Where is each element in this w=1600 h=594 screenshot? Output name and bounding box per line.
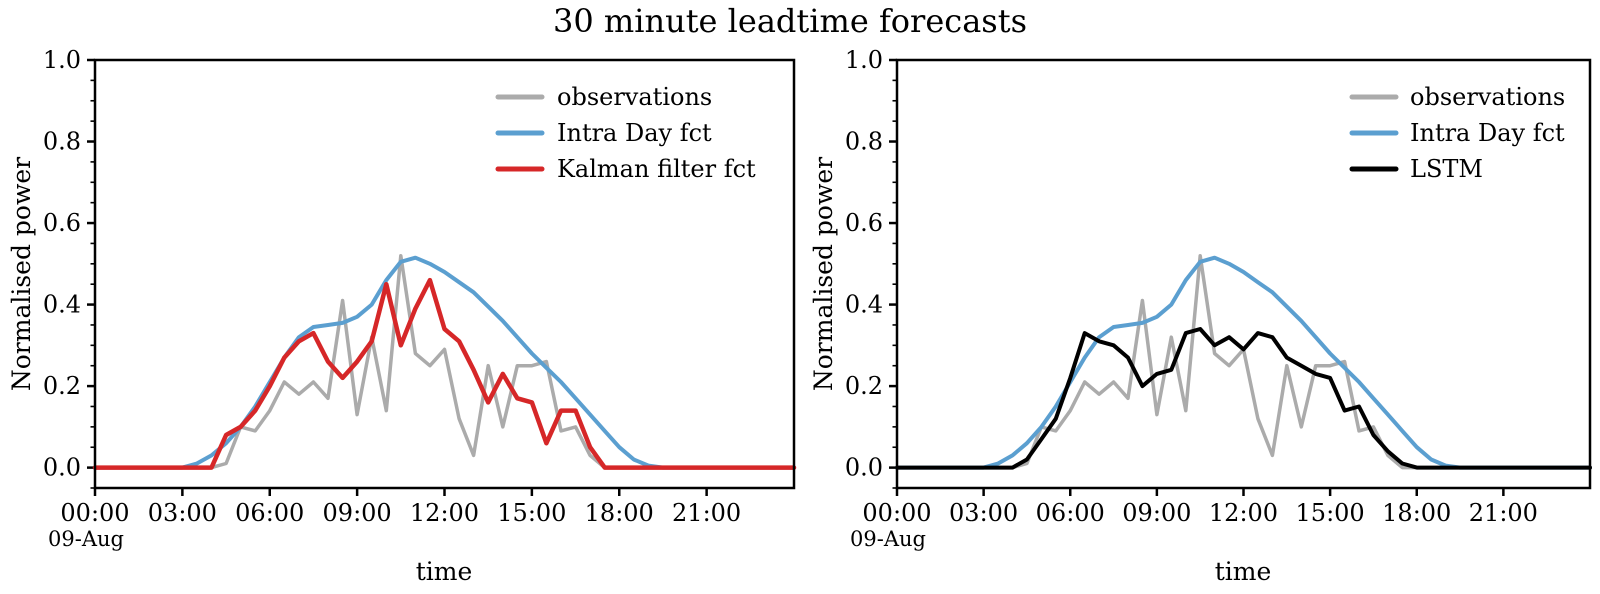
left-date-offset-label: 09-Aug bbox=[48, 527, 124, 551]
left-legend: observations Intra Day fct Kalman filter… bbox=[495, 83, 756, 183]
x-tick-label: 18:00 bbox=[1382, 499, 1451, 527]
y-tick-label: 0.6 bbox=[845, 209, 883, 237]
figure-title: 30 minute leadtime forecasts bbox=[553, 2, 1027, 40]
x-tick-label: 15:00 bbox=[1296, 499, 1365, 527]
right-y-axis-label: Normalised power bbox=[809, 157, 838, 391]
x-tick-label: 21:00 bbox=[672, 499, 741, 527]
x-tick-label: 03:00 bbox=[949, 499, 1018, 527]
x-tick-label: 00:00 bbox=[60, 499, 129, 527]
x-tick-label: 18:00 bbox=[585, 499, 654, 527]
right-date-offset-label: 09-Aug bbox=[850, 527, 926, 551]
x-tick-label: 09:00 bbox=[1122, 499, 1191, 527]
y-tick-label: 0.0 bbox=[43, 454, 81, 482]
legend-observations-label: observations bbox=[1410, 83, 1565, 111]
y-tick-label: 0.2 bbox=[845, 372, 883, 400]
series-kalman-filter-fct-line bbox=[92, 277, 797, 470]
y-tick-label: 0.0 bbox=[845, 454, 883, 482]
legend-lstm-label: LSTM bbox=[1410, 155, 1483, 183]
y-tick-label: 1.0 bbox=[43, 46, 81, 74]
right-chart-panel: 00:00 03:00 06:00 09:00 12:00 15:00 18:00 21:00… bbox=[809, 46, 1592, 586]
x-tick-label: 03:00 bbox=[148, 499, 217, 527]
left-plot-generated: 00:00 03:00 06:00 09:00 12:00 15:00 18:00 21:00… bbox=[43, 46, 797, 527]
series-intra-day-fct-line bbox=[895, 255, 1592, 470]
y-tick-label: 0.8 bbox=[43, 128, 81, 156]
plot-box bbox=[93, 58, 796, 490]
right-x-axis-label: time bbox=[1215, 557, 1272, 586]
legend-observations-label: observations bbox=[557, 83, 712, 111]
x-tick-label: 06:00 bbox=[235, 499, 304, 527]
y-tick-label: 0.4 bbox=[845, 291, 883, 319]
series-observations-line bbox=[895, 253, 1592, 470]
legend-intra-day-label: Intra Day fct bbox=[1410, 119, 1565, 147]
legend-intra-day-label: Intra Day fct bbox=[557, 119, 712, 147]
right-legend: observations Intra Day fct LSTM bbox=[1349, 83, 1565, 183]
series-observations-line bbox=[93, 253, 796, 470]
plot-box bbox=[895, 58, 1592, 490]
y-tick-label: 0.6 bbox=[43, 209, 81, 237]
x-tick-label: 15:00 bbox=[497, 499, 566, 527]
y-tick-label: 0.8 bbox=[845, 128, 883, 156]
x-tick-label: 06:00 bbox=[1036, 499, 1105, 527]
x-tick-label: 21:00 bbox=[1469, 499, 1538, 527]
x-tick-label: 12:00 bbox=[1209, 499, 1278, 527]
series-lstm-line bbox=[895, 327, 1592, 470]
x-tick-label: 00:00 bbox=[862, 499, 931, 527]
left-x-axis-label: time bbox=[416, 557, 473, 586]
left-chart-panel: 00:00 03:00 06:00 09:00 12:00 15:00 18:00 21:00… bbox=[7, 46, 797, 586]
x-tick-label: 12:00 bbox=[410, 499, 479, 527]
y-tick-label: 1.0 bbox=[845, 46, 883, 74]
left-y-axis-label: Normalised power bbox=[7, 157, 36, 391]
y-tick-label: 0.2 bbox=[43, 372, 81, 400]
series-intra-day-fct-line bbox=[93, 255, 796, 470]
y-tick-label: 0.4 bbox=[43, 291, 81, 319]
x-tick-label: 09:00 bbox=[323, 499, 392, 527]
right-plot-generated: 00:00 03:00 06:00 09:00 12:00 15:00 18:00 21:00… bbox=[845, 46, 1592, 527]
legend-kalman-label: Kalman filter fct bbox=[557, 155, 756, 183]
